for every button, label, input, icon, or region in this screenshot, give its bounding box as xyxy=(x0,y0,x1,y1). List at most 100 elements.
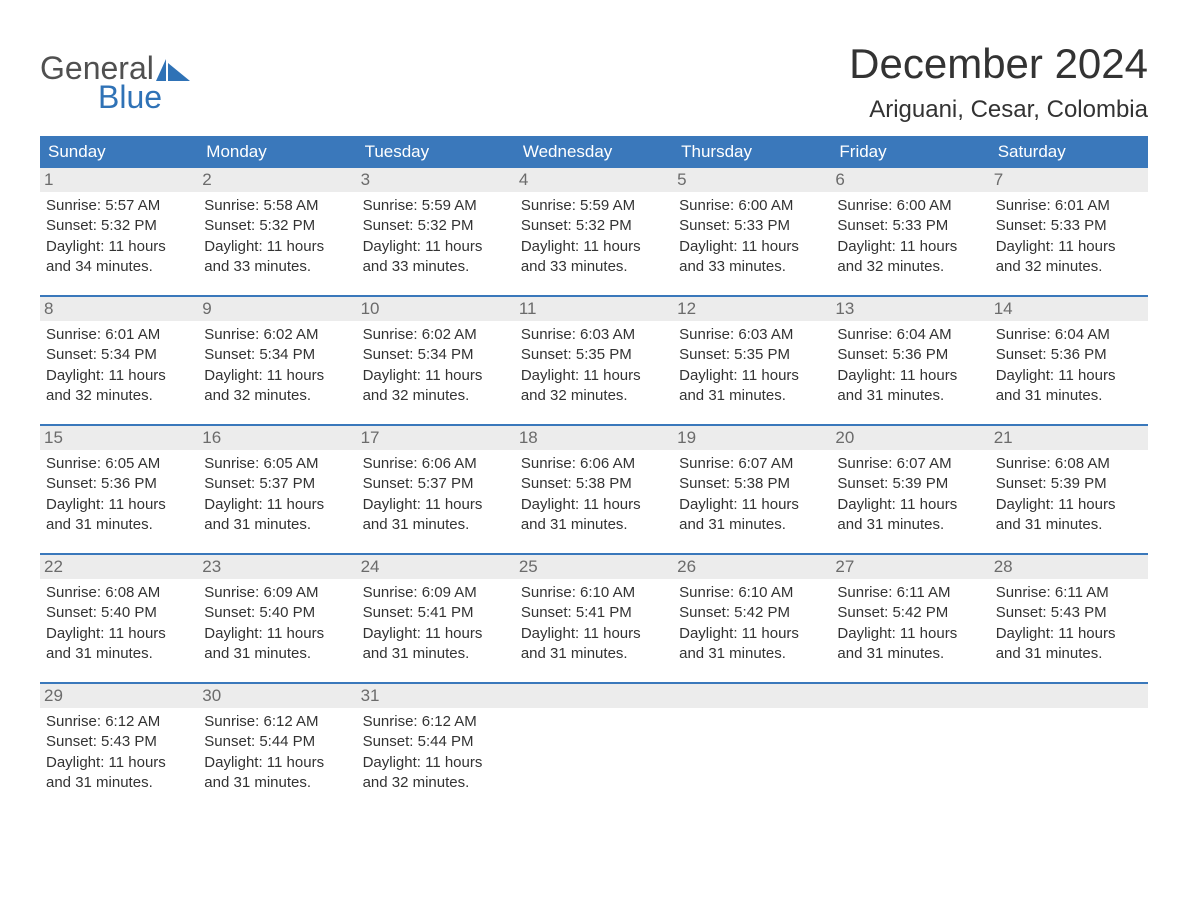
calendar-day: 23Sunrise: 6:09 AMSunset: 5:40 PMDayligh… xyxy=(198,555,356,682)
day-number: 16 xyxy=(198,426,356,450)
day-number: 19 xyxy=(673,426,831,450)
sunset-line: Sunset: 5:43 PM xyxy=(996,603,1142,623)
calendar-day: 11Sunrise: 6:03 AMSunset: 5:35 PMDayligh… xyxy=(515,297,673,424)
calendar-day: 30Sunrise: 6:12 AMSunset: 5:44 PMDayligh… xyxy=(198,684,356,811)
daylight-line: Daylight: 11 hours and 32 minutes. xyxy=(204,366,350,407)
sunset-line: Sunset: 5:32 PM xyxy=(46,216,192,236)
daylight-line: Daylight: 11 hours and 31 minutes. xyxy=(837,495,983,536)
sunrise-line: Sunrise: 5:58 AM xyxy=(204,196,350,216)
title-block: December 2024 Ariguani, Cesar, Colombia xyxy=(849,20,1148,124)
day-number: 26 xyxy=(673,555,831,579)
day-number: . xyxy=(515,684,673,708)
sail-icon xyxy=(156,59,192,81)
sunset-line: Sunset: 5:39 PM xyxy=(837,474,983,494)
calendar-week: 22Sunrise: 6:08 AMSunset: 5:40 PMDayligh… xyxy=(40,553,1148,682)
calendar-day: . xyxy=(515,684,673,811)
calendar-day: 16Sunrise: 6:05 AMSunset: 5:37 PMDayligh… xyxy=(198,426,356,553)
sunset-line: Sunset: 5:32 PM xyxy=(204,216,350,236)
calendar-day: . xyxy=(831,684,989,811)
sunset-line: Sunset: 5:43 PM xyxy=(46,732,192,752)
day-number: 2 xyxy=(198,168,356,192)
sunset-line: Sunset: 5:32 PM xyxy=(521,216,667,236)
sunrise-line: Sunrise: 6:12 AM xyxy=(46,712,192,732)
sunrise-line: Sunrise: 6:04 AM xyxy=(996,325,1142,345)
calendar-day: 2 Sunrise: 5:58 AMSunset: 5:32 PMDaylight… xyxy=(198,168,356,295)
calendar-day: 3Sunrise: 5:59 AMSunset: 5:32 PMDaylight… xyxy=(357,168,515,295)
sunset-line: Sunset: 5:44 PM xyxy=(363,732,509,752)
calendar-day: 14Sunrise: 6:04 AMSunset: 5:36 PMDayligh… xyxy=(990,297,1148,424)
weekday-header: Friday xyxy=(831,136,989,168)
day-number: 9 xyxy=(198,297,356,321)
daylight-line: Daylight: 11 hours and 31 minutes. xyxy=(204,624,350,665)
sunset-line: Sunset: 5:38 PM xyxy=(521,474,667,494)
day-number: 10 xyxy=(357,297,515,321)
sunrise-line: Sunrise: 6:03 AM xyxy=(521,325,667,345)
sunrise-line: Sunrise: 6:09 AM xyxy=(204,583,350,603)
daylight-line: Daylight: 11 hours and 31 minutes. xyxy=(996,366,1142,407)
header: General Blue December 2024 Ariguani, Ces… xyxy=(40,20,1148,124)
calendar-day: 26Sunrise: 6:10 AMSunset: 5:42 PMDayligh… xyxy=(673,555,831,682)
day-number: 30 xyxy=(198,684,356,708)
sunset-line: Sunset: 5:34 PM xyxy=(363,345,509,365)
sunset-line: Sunset: 5:34 PM xyxy=(204,345,350,365)
daylight-line: Daylight: 11 hours and 31 minutes. xyxy=(521,624,667,665)
daylight-line: Daylight: 11 hours and 31 minutes. xyxy=(521,495,667,536)
sunrise-line: Sunrise: 6:10 AM xyxy=(521,583,667,603)
logo: General Blue xyxy=(40,50,192,116)
daylight-line: Daylight: 11 hours and 31 minutes. xyxy=(363,624,509,665)
sunrise-line: Sunrise: 6:04 AM xyxy=(837,325,983,345)
day-number: 12 xyxy=(673,297,831,321)
daylight-line: Daylight: 11 hours and 31 minutes. xyxy=(996,495,1142,536)
weekday-header: Monday xyxy=(198,136,356,168)
daylight-line: Daylight: 11 hours and 32 minutes. xyxy=(363,366,509,407)
daylight-line: Daylight: 11 hours and 31 minutes. xyxy=(46,495,192,536)
calendar-day: 15Sunrise: 6:05 AMSunset: 5:36 PMDayligh… xyxy=(40,426,198,553)
calendar: SundayMondayTuesdayWednesdayThursdayFrid… xyxy=(40,136,1148,811)
sunrise-line: Sunrise: 6:03 AM xyxy=(679,325,825,345)
calendar-day: . xyxy=(673,684,831,811)
sunset-line: Sunset: 5:33 PM xyxy=(679,216,825,236)
day-number: 3 xyxy=(357,168,515,192)
day-number: 5 xyxy=(673,168,831,192)
sunrise-line: Sunrise: 6:08 AM xyxy=(996,454,1142,474)
sunset-line: Sunset: 5:36 PM xyxy=(46,474,192,494)
weekday-header: Wednesday xyxy=(515,136,673,168)
weekday-header: Thursday xyxy=(673,136,831,168)
sunrise-line: Sunrise: 5:57 AM xyxy=(46,196,192,216)
calendar-day: 8Sunrise: 6:01 AMSunset: 5:34 PMDaylight… xyxy=(40,297,198,424)
daylight-line: Daylight: 11 hours and 33 minutes. xyxy=(679,237,825,278)
day-number: 31 xyxy=(357,684,515,708)
sunrise-line: Sunrise: 6:10 AM xyxy=(679,583,825,603)
daylight-line: Daylight: 11 hours and 33 minutes. xyxy=(204,237,350,278)
sunset-line: Sunset: 5:44 PM xyxy=(204,732,350,752)
calendar-day: 22Sunrise: 6:08 AMSunset: 5:40 PMDayligh… xyxy=(40,555,198,682)
daylight-line: Daylight: 11 hours and 31 minutes. xyxy=(363,495,509,536)
day-number: 8 xyxy=(40,297,198,321)
sunrise-line: Sunrise: 6:01 AM xyxy=(996,196,1142,216)
weekday-header: Sunday xyxy=(40,136,198,168)
weekday-header: Tuesday xyxy=(357,136,515,168)
day-number: . xyxy=(990,684,1148,708)
sunset-line: Sunset: 5:36 PM xyxy=(837,345,983,365)
calendar-day: 17Sunrise: 6:06 AMSunset: 5:37 PMDayligh… xyxy=(357,426,515,553)
calendar-day: 1Sunrise: 5:57 AMSunset: 5:32 PMDaylight… xyxy=(40,168,198,295)
calendar-week: 1Sunrise: 5:57 AMSunset: 5:32 PMDaylight… xyxy=(40,168,1148,295)
sunset-line: Sunset: 5:40 PM xyxy=(46,603,192,623)
sunset-line: Sunset: 5:41 PM xyxy=(363,603,509,623)
calendar-day: 28Sunrise: 6:11 AMSunset: 5:43 PMDayligh… xyxy=(990,555,1148,682)
day-number: 27 xyxy=(831,555,989,579)
sunrise-line: Sunrise: 6:05 AM xyxy=(46,454,192,474)
sunset-line: Sunset: 5:42 PM xyxy=(679,603,825,623)
calendar-day: 6Sunrise: 6:00 AMSunset: 5:33 PMDaylight… xyxy=(831,168,989,295)
calendar-day: 19Sunrise: 6:07 AMSunset: 5:38 PMDayligh… xyxy=(673,426,831,553)
sunset-line: Sunset: 5:42 PM xyxy=(837,603,983,623)
sunset-line: Sunset: 5:38 PM xyxy=(679,474,825,494)
sunset-line: Sunset: 5:33 PM xyxy=(837,216,983,236)
sunrise-line: Sunrise: 6:05 AM xyxy=(204,454,350,474)
sunset-line: Sunset: 5:41 PM xyxy=(521,603,667,623)
month-title: December 2024 xyxy=(849,40,1148,88)
day-number: 17 xyxy=(357,426,515,450)
daylight-line: Daylight: 11 hours and 31 minutes. xyxy=(46,624,192,665)
day-number: 14 xyxy=(990,297,1148,321)
calendar-day: 10Sunrise: 6:02 AMSunset: 5:34 PMDayligh… xyxy=(357,297,515,424)
